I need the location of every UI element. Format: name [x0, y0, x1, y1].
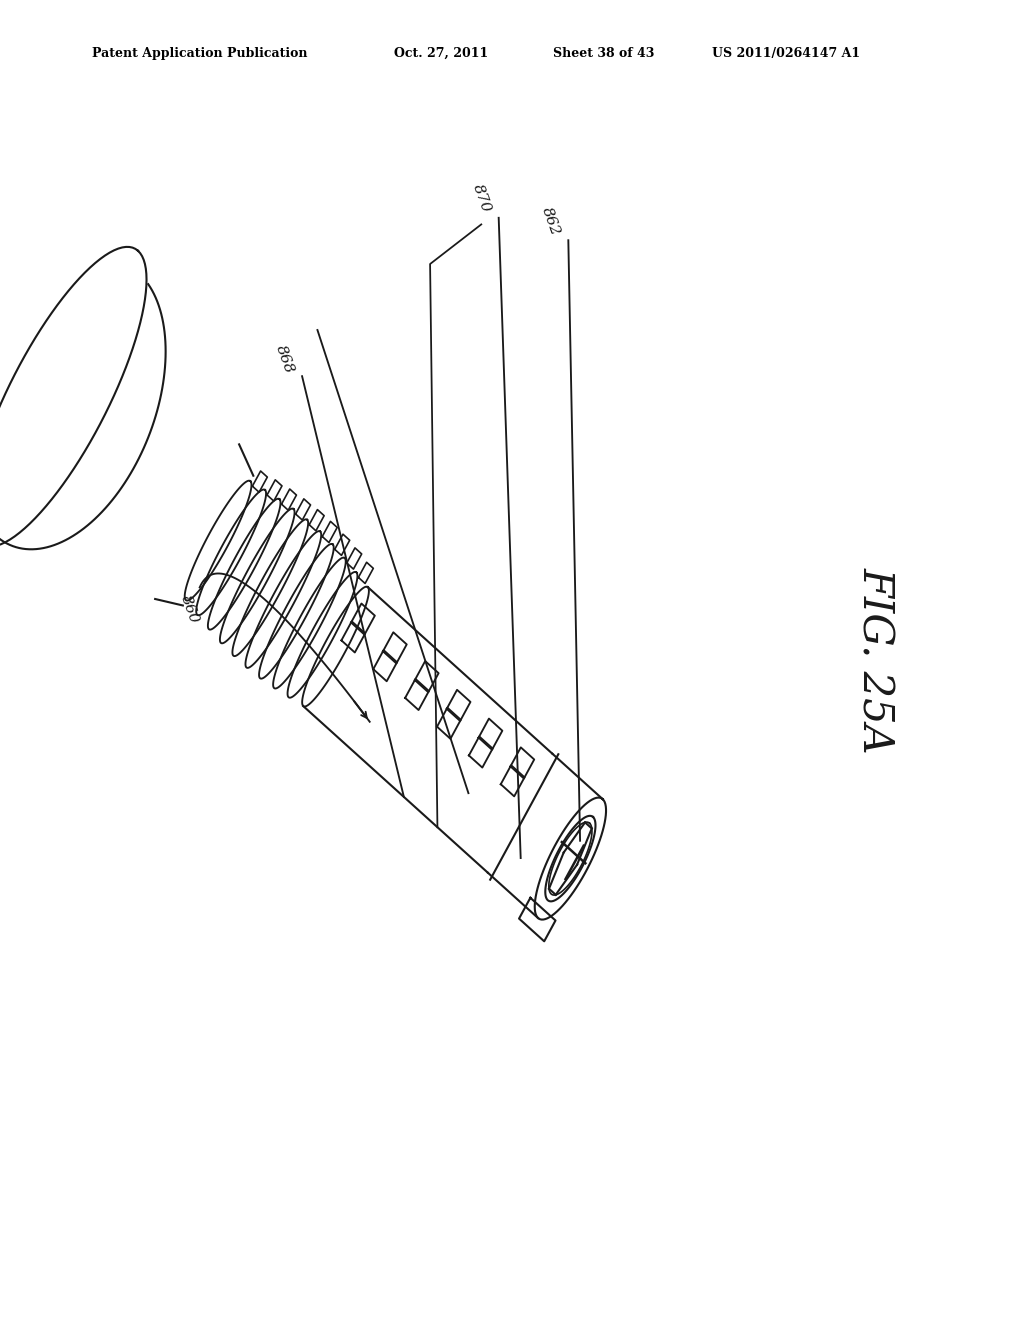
Text: 870: 870: [470, 182, 493, 214]
Text: US 2011/0264147 A1: US 2011/0264147 A1: [712, 46, 860, 59]
Text: 868: 868: [273, 343, 296, 375]
Text: FIG. 25A: FIG. 25A: [854, 566, 897, 754]
Text: 862: 862: [540, 206, 562, 238]
Text: Patent Application Publication: Patent Application Publication: [92, 46, 307, 59]
Text: 860: 860: [178, 594, 201, 626]
Text: Oct. 27, 2011: Oct. 27, 2011: [394, 46, 488, 59]
Text: Sheet 38 of 43: Sheet 38 of 43: [553, 46, 654, 59]
